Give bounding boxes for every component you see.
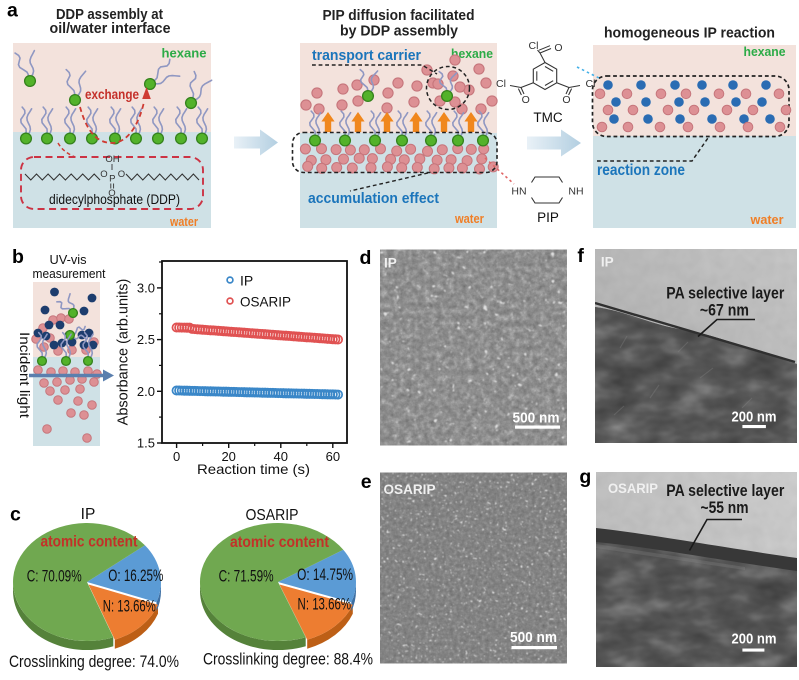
svg-text:Reaction time (s): Reaction time (s) — [197, 461, 310, 477]
svg-text:500 nm: 500 nm — [513, 411, 560, 427]
svg-text:~55 nm: ~55 nm — [701, 498, 749, 517]
svg-text:O: O — [108, 188, 115, 199]
svg-text:O: 14.75%: O: 14.75% — [297, 566, 353, 584]
svg-text:b: b — [12, 246, 24, 268]
svg-text:O: O — [100, 169, 107, 180]
svg-text:water: water — [169, 215, 198, 229]
svg-text:TMC: TMC — [533, 110, 562, 125]
svg-text:Crosslinking degree: 88.4%: Crosslinking degree: 88.4% — [203, 650, 373, 669]
svg-text:water: water — [454, 212, 484, 226]
svg-text:a: a — [7, 0, 18, 22]
svg-text:1.5: 1.5 — [137, 436, 155, 451]
svg-text:200 nm: 200 nm — [732, 632, 777, 648]
svg-text:IP: IP — [384, 256, 397, 271]
svg-text:N: 13.66%: N: 13.66% — [298, 596, 352, 614]
svg-text:OSARIP: OSARIP — [246, 507, 299, 524]
svg-text:20: 20 — [221, 449, 235, 464]
svg-text:IP: IP — [81, 506, 96, 523]
svg-text:Crosslinking degree: 74.0%: Crosslinking degree: 74.0% — [9, 652, 179, 671]
svg-text:f: f — [577, 245, 584, 267]
svg-text:PA selective layer: PA selective layer — [666, 284, 784, 303]
svg-text:NH: NH — [568, 186, 583, 198]
svg-text:water: water — [750, 212, 784, 227]
svg-text:OSARIP: OSARIP — [240, 294, 291, 310]
svg-text:40: 40 — [274, 449, 288, 464]
svg-text:PIP: PIP — [537, 210, 559, 225]
svg-text:measurement: measurement — [33, 266, 106, 281]
svg-text:hexane: hexane — [744, 44, 786, 59]
svg-text:0: 0 — [173, 449, 180, 464]
svg-text:200 nm: 200 nm — [732, 410, 777, 426]
svg-text:d: d — [360, 247, 372, 269]
svg-text:HN: HN — [511, 186, 526, 198]
svg-text:O: O — [562, 94, 570, 106]
svg-text:IP: IP — [601, 255, 614, 270]
svg-text:2.0: 2.0 — [137, 384, 155, 399]
svg-text:N: 13.66%: N: 13.66% — [103, 598, 156, 616]
svg-text:OSARIP: OSARIP — [608, 481, 658, 496]
svg-text:C: 70.09%: C: 70.09% — [27, 568, 82, 586]
svg-text:O: O — [522, 94, 530, 106]
svg-text:atomic content: atomic content — [41, 534, 139, 551]
svg-text:Absorbance (arb.units): Absorbance (arb.units) — [116, 279, 132, 426]
svg-text:exchange: exchange — [85, 86, 139, 102]
svg-text:homogeneous IP reaction: homogeneous IP reaction — [604, 26, 775, 42]
svg-text:PIP diffusion facilitated: PIP diffusion facilitated — [323, 8, 475, 24]
svg-text:OH: OH — [105, 154, 119, 165]
svg-text:2.5: 2.5 — [137, 332, 155, 347]
svg-text:500 nm: 500 nm — [510, 630, 557, 646]
svg-text:O: 16.25%: O: 16.25% — [108, 567, 163, 585]
svg-text:Incident light: Incident light — [17, 332, 32, 418]
svg-text:DDP assembly at: DDP assembly at — [56, 7, 163, 23]
svg-text:atomic content: atomic content — [230, 534, 330, 551]
svg-text:c: c — [10, 504, 21, 526]
svg-text:g: g — [579, 466, 591, 488]
svg-text:UV-vis: UV-vis — [50, 252, 87, 267]
svg-text:by DDP assembly: by DDP assembly — [340, 24, 458, 40]
svg-text:accumulation effect: accumulation effect — [308, 190, 439, 207]
svg-text:Cl: Cl — [496, 78, 506, 90]
svg-text:60: 60 — [326, 449, 340, 464]
svg-text:oil/water interface: oil/water interface — [50, 21, 171, 37]
svg-text:3.0: 3.0 — [137, 280, 155, 295]
svg-text:~67 nm: ~67 nm — [700, 301, 749, 320]
svg-text:reaction zone: reaction zone — [597, 162, 685, 179]
svg-text:O: O — [118, 169, 125, 180]
svg-text:C: 71.59%: C: 71.59% — [219, 568, 274, 586]
svg-text:O: O — [554, 42, 562, 54]
svg-text:hexane: hexane — [451, 47, 493, 61]
svg-text:e: e — [361, 471, 372, 493]
svg-text:transport carrier: transport carrier — [312, 47, 421, 64]
svg-text:Cl: Cl — [529, 40, 539, 52]
svg-text:P: P — [109, 174, 115, 185]
svg-text:IP: IP — [240, 273, 253, 289]
svg-text:hexane: hexane — [162, 47, 207, 61]
svg-text:didecylphosphate (DDP): didecylphosphate (DDP) — [49, 192, 180, 207]
svg-text:PA selective layer: PA selective layer — [666, 481, 784, 500]
svg-text:Cl: Cl — [586, 78, 596, 90]
svg-text:OSARIP: OSARIP — [384, 482, 436, 497]
